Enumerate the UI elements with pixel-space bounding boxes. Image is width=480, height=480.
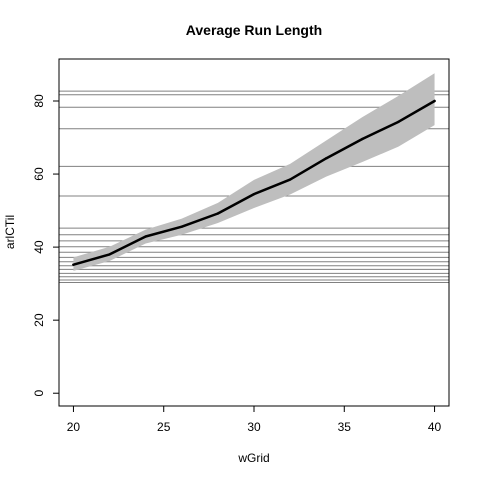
- y-tick-label-4: 80: [32, 94, 46, 108]
- data-point-0: [72, 263, 75, 266]
- data-point-5: [252, 192, 256, 196]
- y-tick-label-0: 0: [32, 390, 46, 397]
- data-point-7: [325, 157, 328, 160]
- x-tick-label-1: 25: [157, 420, 171, 434]
- x-tick-label-2: 30: [247, 420, 261, 434]
- x-tick-label-4: 40: [428, 420, 442, 434]
- data-point-8: [361, 137, 364, 141]
- x-axis: 20 25 30 35 40: [67, 405, 442, 434]
- x-tick-label-0: 20: [67, 420, 81, 434]
- y-axis-label: arlCTil: [3, 215, 17, 249]
- data-points: [72, 99, 436, 266]
- data-point-3: [180, 225, 183, 228]
- data-point-1: [108, 253, 111, 256]
- data-point-6: [288, 178, 292, 181]
- y-tick-label-2: 40: [32, 240, 46, 254]
- y-tick-label-1: 20: [32, 313, 46, 327]
- confidence-band: [73, 73, 435, 271]
- y-axis: 0 20 40 60 80: [32, 94, 60, 397]
- x-axis-label: wGrid: [237, 451, 269, 465]
- chart-title: Average Run Length: [186, 22, 322, 38]
- x-tick-label-3: 35: [338, 420, 352, 434]
- band-area: [73, 73, 435, 271]
- data-point-4: [216, 212, 220, 215]
- y-tick-label-3: 60: [32, 167, 46, 181]
- data-point-10: [433, 99, 436, 103]
- data-point-9: [397, 120, 400, 124]
- data-point-2: [144, 235, 147, 238]
